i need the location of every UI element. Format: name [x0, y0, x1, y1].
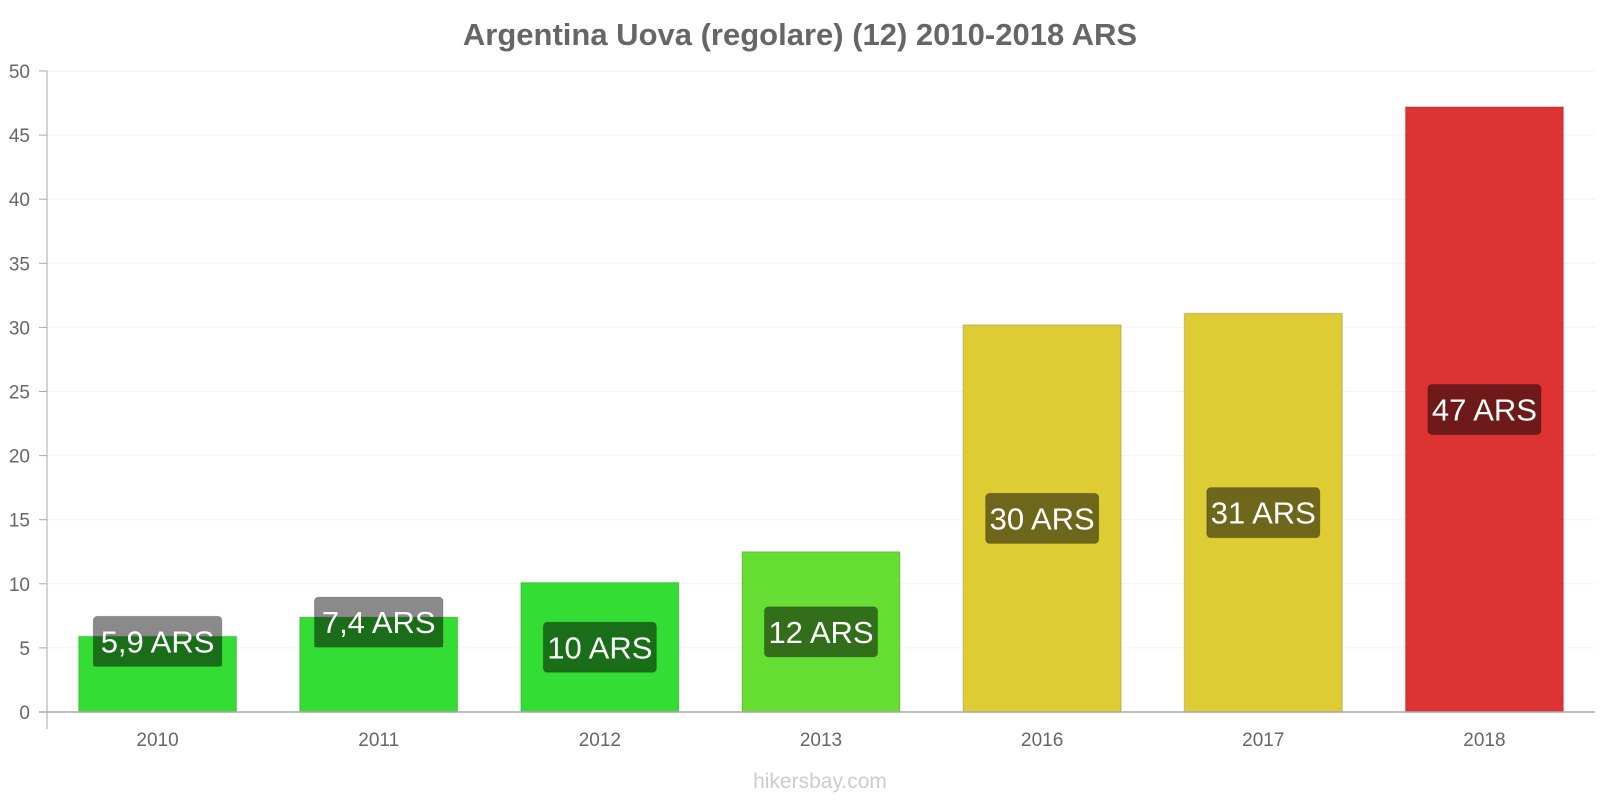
chart-title: Argentina Uova (regolare) (12) 2010-2018…: [463, 17, 1137, 52]
y-tick-label: 40: [9, 190, 30, 211]
data-label: 12 ARS: [768, 615, 873, 650]
x-tick-label: 2010: [136, 730, 178, 751]
y-axis: 0 5 10 15 20 25 30 35 40 45 50: [9, 62, 48, 729]
data-label-box: [542, 621, 657, 673]
data-label: 5,9 ARS: [101, 624, 215, 659]
y-tick-label: 50: [9, 62, 30, 83]
y-tick-label: 10: [9, 575, 30, 596]
y-tick-label: 35: [9, 254, 30, 275]
watermark: hikersbay.com: [753, 770, 887, 793]
x-tick-label: 2013: [800, 730, 842, 751]
data-label: 7,4 ARS: [322, 605, 436, 640]
x-tick-label: 2011: [358, 730, 399, 751]
y-tick-label: 45: [9, 126, 30, 147]
data-label-box-overlap: [93, 636, 222, 667]
x-tick-label: 2016: [1021, 730, 1063, 751]
data-label: 31 ARS: [1211, 496, 1316, 531]
y-tick-label: 30: [9, 318, 30, 339]
x-axis: 2010 2011 2012 2013 2016 2017 2018: [39, 711, 1595, 751]
x-tick-label: 2018: [1463, 730, 1505, 751]
y-tick-label: 25: [9, 383, 30, 404]
y-tick-label: 20: [9, 447, 30, 468]
data-label: 30 ARS: [990, 501, 1095, 536]
x-tick-label: 2012: [579, 730, 621, 751]
data-label: 10 ARS: [547, 630, 652, 665]
data-label-box: [1206, 487, 1321, 539]
data-label-box-overlap: [314, 617, 443, 648]
data-label-box: [1427, 383, 1542, 435]
x-tick-label: 2017: [1242, 730, 1284, 751]
gridlines: [47, 70, 1595, 649]
data-labels: 5,9 ARS 7,4 ARS 10 ARS 12 ARS 30 ARS 31 ARS 47…: [92, 383, 1542, 673]
y-tick-label: 0: [19, 703, 30, 724]
data-label: 47 ARS: [1432, 392, 1537, 427]
data-label-box: [764, 606, 878, 658]
data-label-box: [985, 492, 1100, 544]
y-tick-label: 5: [19, 639, 30, 660]
y-tick-label: 15: [9, 511, 30, 532]
